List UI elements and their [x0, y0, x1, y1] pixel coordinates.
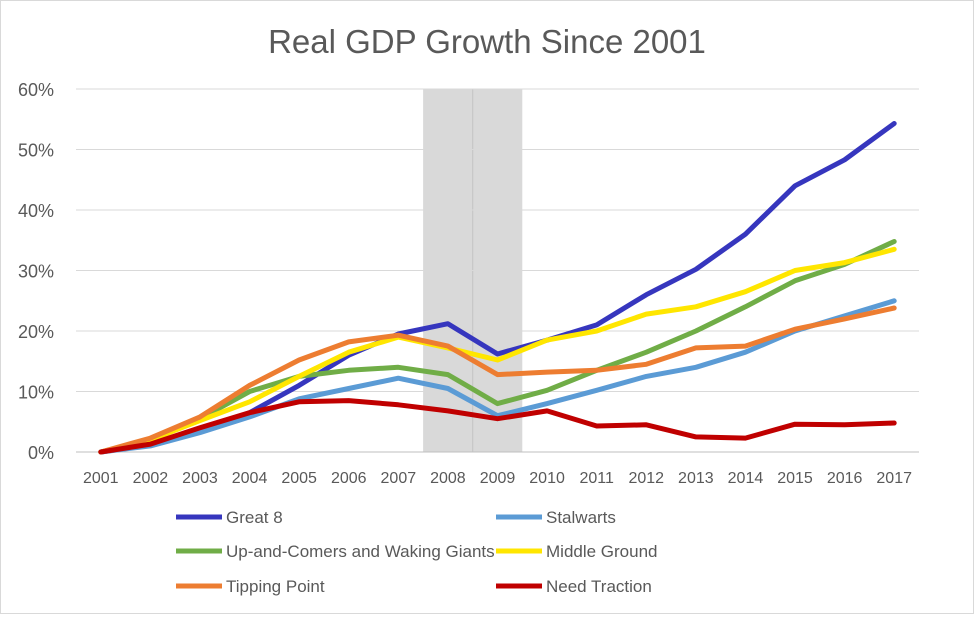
series-line [98, 298, 897, 455]
x-tick-label: 2011 [579, 470, 614, 487]
y-tick-label: 0% [28, 443, 54, 463]
x-tick-label: 2001 [83, 470, 119, 487]
y-tick-label: 20% [18, 322, 54, 342]
legend-label: Stalwarts [546, 508, 616, 527]
legend-label: Up-and-Comers and Waking Giants [226, 542, 495, 561]
y-tick-label: 30% [18, 262, 54, 282]
x-tick-label: 2006 [331, 470, 367, 487]
x-tick-label: 2016 [827, 470, 863, 487]
series-line [98, 398, 897, 455]
y-tick-label: 10% [18, 383, 54, 403]
x-tick-label: 2003 [182, 470, 218, 487]
x-tick-label: 2008 [430, 470, 466, 487]
series-line [98, 305, 897, 455]
x-tick-label: 2012 [628, 470, 664, 487]
x-tick-label: 2009 [480, 470, 516, 487]
x-tick-label: 2005 [281, 470, 317, 487]
legend-label: Great 8 [226, 508, 283, 527]
series-line [98, 246, 897, 455]
series-line [98, 239, 897, 455]
x-tick-label: 2014 [728, 470, 764, 487]
x-tick-label: 2007 [381, 470, 417, 487]
x-tick-label: 2004 [232, 470, 268, 487]
y-tick-label: 40% [18, 201, 54, 221]
x-tick-label: 2013 [678, 470, 714, 487]
y-tick-label: 50% [18, 141, 54, 161]
legend-label: Middle Ground [546, 542, 658, 561]
x-tick-label: 2017 [876, 470, 912, 487]
legend-label: Tipping Point [226, 577, 325, 596]
y-tick-label: 60% [18, 80, 54, 100]
x-tick-label: 2010 [529, 470, 565, 487]
chart-title: Real GDP Growth Since 2001 [268, 23, 706, 60]
legend-label: Need Traction [546, 577, 652, 596]
x-tick-label: 2015 [777, 470, 813, 487]
x-tick-label: 2002 [133, 470, 169, 487]
